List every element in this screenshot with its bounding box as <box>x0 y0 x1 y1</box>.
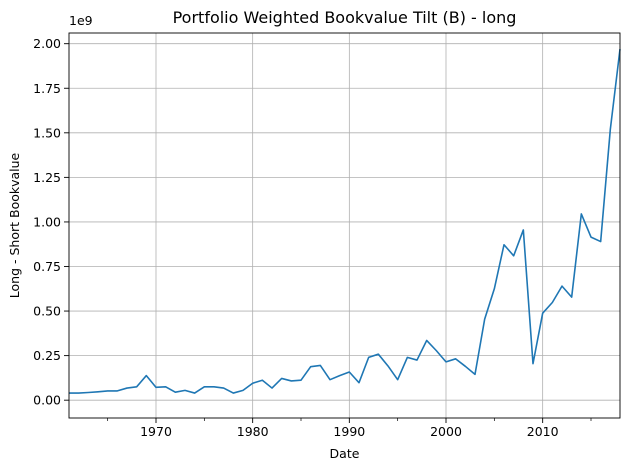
y-tick-label: 2.00 <box>33 36 61 51</box>
x-tick-label: 2000 <box>430 424 462 439</box>
y-tick-label: 0.50 <box>33 304 61 319</box>
y-tick-label: 1.75 <box>33 81 61 96</box>
x-tick-label: 2010 <box>527 424 559 439</box>
y-tick-label: 1.00 <box>33 214 61 229</box>
series-line-group <box>69 48 621 394</box>
x-axis-ticks: 1970 1980 1990 2000 2010 <box>107 418 592 439</box>
x-tick-label: 1980 <box>237 424 269 439</box>
y-tick-label: 1.25 <box>33 170 61 185</box>
x-tick-label: 1990 <box>333 424 365 439</box>
y-tick-label: 0.75 <box>33 259 61 274</box>
grid-lines <box>69 33 620 418</box>
series-line <box>69 48 621 394</box>
chart-title: Portfolio Weighted Bookvalue Tilt (B) - … <box>173 8 517 27</box>
x-axis-label: Date <box>330 446 360 461</box>
y-tick-label: 0.25 <box>33 348 61 363</box>
y-tick-label: 0.00 <box>33 393 61 408</box>
y-axis-offset-label: 1e9 <box>69 13 93 28</box>
y-axis-label: Long - Short Bookvalue <box>7 152 22 298</box>
y-axis-ticks: 0.00 0.25 0.50 0.75 1.00 1.25 1.50 1.75 2.00 <box>33 36 69 408</box>
y-tick-label: 1.50 <box>33 125 61 140</box>
x-tick-label: 1970 <box>140 424 172 439</box>
plot-frame <box>68 32 621 419</box>
